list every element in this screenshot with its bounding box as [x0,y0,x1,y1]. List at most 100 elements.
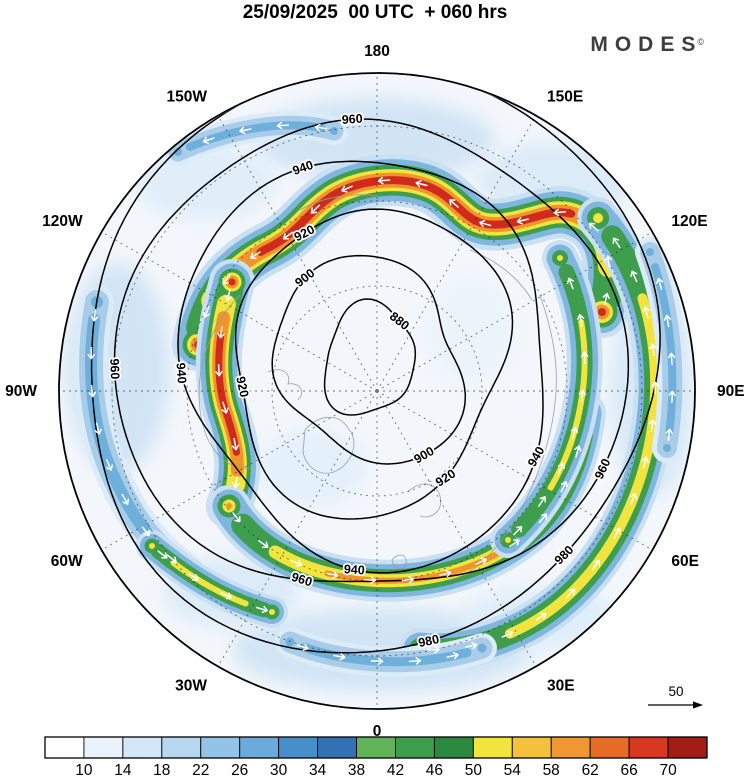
wind-arrow [250,251,261,260]
map-root: 8809009009209209209409409409409609609609… [5,43,744,740]
wind-arrow [370,657,384,665]
band-bottom [275,627,497,677]
coastline [391,554,407,570]
wind-arrows [87,121,676,665]
wind-arrow [341,185,353,193]
coastline [447,294,557,581]
wind-arrow [94,422,102,435]
wind-arrow [591,559,600,571]
lon-label-30E: 30E [547,677,575,694]
wind-arrow [446,651,459,660]
wind-arrow [667,352,676,366]
wind-arrow [90,309,99,322]
wind-arrow [668,390,676,404]
colorbar-tick: 34 [309,762,327,779]
lon-label-120W: 120W [42,213,83,230]
colorbar-segment [433,736,474,759]
colorbar-tick: 70 [659,762,677,779]
wind-arrow [121,493,130,505]
wind-arrow [141,526,150,537]
colorbar-segment [44,736,85,759]
colorbar-tick: 10 [75,762,93,779]
contour-980 [90,74,661,654]
colorbar-segment [550,736,591,759]
contour-920 [234,208,514,520]
wind-arrow [377,176,391,185]
colorbar-tick: 22 [192,762,209,779]
wind-arrow [560,481,568,493]
colorbar-segment [200,736,241,759]
coastline [198,294,251,469]
wind-arrow [535,612,547,621]
wind-arrow [258,539,269,548]
colorbar-tick: 26 [231,762,248,779]
lon-label-150E: 150E [547,89,583,106]
wind-arrow [427,645,440,654]
colorbar-tick: 18 [153,762,170,779]
shading-patch [424,277,516,387]
colorbar-segment [83,736,124,759]
wind-arrow [202,136,215,144]
lon-label-180: 180 [364,43,390,60]
wind-arrow [655,277,664,290]
height-contours [90,74,661,654]
wind-arrow [479,219,492,228]
chart-title: 25/09/2025 00 UTC + 060 hrs [242,2,508,23]
colorbar-segment [278,736,319,759]
wind-arrow [602,292,610,306]
colorbar-segment [239,736,280,759]
wind-arrow [215,363,223,377]
wind-arrow [439,569,452,578]
colorbar-tick: 62 [582,762,599,779]
wind-arrow [574,445,582,458]
wind-arrow [310,204,321,214]
wind-arrow [105,459,114,471]
wind-arrow [465,641,478,650]
wind-arrow [641,456,649,469]
contour-960 [113,118,630,583]
wind-arrow [87,346,95,360]
map-boundary [58,72,696,710]
coastline [267,369,302,401]
vector-scale-arrowhead [693,701,703,709]
wind-arrow [612,237,621,249]
wind-arrow [578,389,587,402]
wind-arrow [513,525,523,536]
contour-label-920: 920 [233,375,251,398]
vector-scale: 50 [648,684,703,709]
wind-arrow [557,462,565,475]
wind-arrow [202,305,211,318]
wind-arrow [566,277,575,290]
contour-940 [177,160,544,574]
vector-scale-value: 50 [668,684,683,699]
contour-label-960: 960 [341,112,363,127]
wind-arrow [326,571,339,579]
colorbar-tick: 30 [270,762,288,779]
wind-arrow [613,527,621,539]
lon-label-150W: 150W [167,89,208,106]
wind-arrow [232,512,241,523]
lon-label-90E: 90E [717,383,745,400]
wind-arrow [448,199,459,208]
colorbar-segment [356,736,396,759]
wind-arrow [648,419,657,432]
colorbar-tick: 58 [543,762,560,779]
jet-right-inner [490,240,603,558]
colorbar-frame [44,736,708,759]
colorbar-tick: 54 [504,762,522,779]
lon-label-60E: 60E [671,553,699,570]
wind-arrow [553,208,567,217]
lon-label-0: 0 [373,723,382,740]
wind-arrow [314,123,328,132]
wind-arrow [509,539,520,548]
contour-label-960: 960 [107,358,122,379]
colorbar-segment [161,736,202,759]
colorbar-tick: 66 [620,762,637,779]
wind-arrow [166,554,177,563]
wind-arrow [580,351,589,365]
wind-arrow [408,657,422,665]
wind-arrow [630,270,638,283]
wind-arrow [224,289,232,302]
colorbar-segment [317,736,357,759]
coastline [299,194,379,211]
